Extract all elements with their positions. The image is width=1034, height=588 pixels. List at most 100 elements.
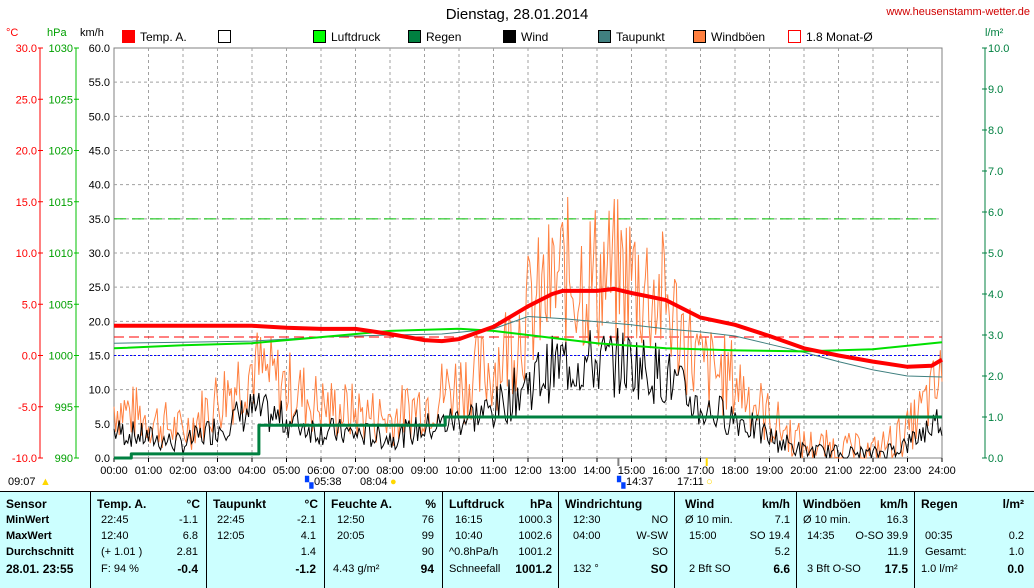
tick-label-lm2: 7.0 [988, 166, 1003, 178]
winddir-header: Windrichtung [565, 497, 643, 511]
tick-label-hour: 14:00 [583, 465, 611, 477]
tick-label-hour: 11:00 [480, 465, 507, 477]
tick-label-hour: 07:00 [342, 465, 370, 477]
tick-label-kmh: 25.0 [89, 282, 110, 294]
legend-label: Taupunkt [616, 30, 665, 44]
tick-label-lm2: 9.0 [988, 84, 1003, 96]
tick-label-kmh: 5.0 [95, 419, 110, 431]
wind-avg: 5.2 [774, 546, 790, 558]
moon-icon: ▚ [617, 477, 626, 489]
temp-min: -1.1 [179, 514, 198, 526]
tick-label-hour: 21:00 [825, 465, 853, 477]
tick-label-lm2: 4.0 [988, 289, 1003, 301]
legend-label: Wind [521, 30, 549, 44]
dew-unit: °C [304, 497, 318, 511]
tick-label-hour: 10:00 [445, 465, 473, 477]
winddir-avg: SO [652, 546, 668, 558]
press-max: 1002.6 [518, 530, 552, 542]
tick-label-hour: 20:00 [790, 465, 818, 477]
press-avg-label: ^0.8hPa/h [449, 546, 499, 558]
tick-label-hpa: 1025 [49, 94, 73, 106]
tick-label-kmh: 60.0 [89, 43, 110, 55]
tick-label-hour: 04:00 [238, 465, 266, 477]
tick-label-lm2: 5.0 [988, 248, 1003, 260]
stats-row-avg: Durchschnitt [6, 546, 74, 558]
tick-label-hpa: 990 [55, 453, 73, 465]
tick-label-hour: 06:00 [307, 465, 335, 477]
hum-min: 76 [421, 514, 434, 526]
tick-label-hour: 23:00 [894, 465, 922, 477]
legend-swatch [788, 30, 801, 43]
unit-lm2: l/m² [985, 27, 1004, 39]
stats-row-max: MaxWert [6, 530, 52, 542]
tick-label-kmh: 35.0 [89, 214, 110, 226]
tick-label-celsius: 0.0 [22, 351, 37, 363]
tick-label-hpa: 995 [55, 402, 73, 414]
tick-label-celsius: 15.0 [16, 197, 37, 209]
rain-total-label: Gesamt: [925, 546, 967, 558]
wind-max: SO 19.4 [749, 530, 790, 542]
rain-cur: 0.0 [1007, 562, 1024, 576]
legend-swatch [122, 30, 135, 43]
series-line-temp [114, 286, 944, 369]
tick-label-hour: 12:00 [514, 465, 542, 477]
press-cur: 1001.2 [515, 562, 552, 576]
winddir-min: NO [651, 514, 669, 526]
tick-label-hour: 24:00 [928, 465, 956, 477]
stats-col-temp: Temp. A. °C 22:45 -1.1 12:40 6.8 (+ 1.01 ) 2… [90, 492, 206, 588]
tick-label-kmh: 30.0 [89, 248, 110, 260]
stats-col-gusts: Windböen km/h Ø 10 min. 16.3 14:35 O-SO 39.… [796, 492, 914, 588]
wind-min: 7.1 [774, 514, 790, 526]
press-header: Luftdruck [449, 497, 505, 511]
website-label: www.heusenstamm-wetter.de [886, 6, 1030, 18]
sun-times-bar: 09:07 ▲ ▚ 05:38 08:04 ● ▚ 14:37 17:11 ○ [0, 474, 1034, 490]
legend-label: Windböen [711, 30, 766, 44]
tick-label-celsius: 10.0 [16, 248, 37, 260]
press-max-time: 10:40 [455, 530, 483, 542]
tick-label-hour: 05:00 [273, 465, 301, 477]
tick-label-lm2: 0.0 [988, 453, 1003, 465]
tick-label-hpa: 1010 [49, 248, 73, 260]
tick-label-lm2: 8.0 [988, 125, 1003, 137]
chart-title: Dienstag, 28.01.2014 [445, 6, 589, 23]
tick-label-celsius: 5.0 [22, 299, 37, 311]
tick-label-hour: 03:00 [204, 465, 232, 477]
legend-swatch [408, 30, 421, 43]
dew-min-time: 22:45 [217, 514, 245, 526]
legend-rain: Regen [408, 30, 461, 46]
unit-kmh: km/h [80, 27, 104, 39]
tick-label-celsius: 20.0 [16, 146, 37, 158]
tick-label-hour: 22:00 [859, 465, 887, 477]
rain-total: 1.0 [1008, 546, 1024, 558]
tick-label-kmh: 50.0 [89, 111, 110, 123]
tick-label-hour: 19:00 [756, 465, 784, 477]
sun-left-time: 09:07 [8, 476, 36, 488]
tick-label-hour: 15:00 [618, 465, 646, 477]
tick-label-lm2: 10.0 [988, 43, 1009, 55]
wind-min-label: Ø 10 min. [685, 514, 733, 526]
dew-avg: 1.4 [300, 546, 316, 558]
tick-label-celsius: -10.0 [12, 453, 37, 465]
tick-label-celsius: 30.0 [16, 43, 37, 55]
stats-row-min: MinWert [6, 514, 50, 526]
temp-cur: -0.4 [177, 562, 198, 576]
legend-label: Temp. A. [140, 30, 187, 44]
sunrise-time: 05:38 [314, 476, 342, 488]
tick-label-hour: 16:00 [652, 465, 680, 477]
tick-label-hpa: 1030 [49, 43, 73, 55]
tick-label-hpa: 1005 [49, 299, 73, 311]
legend-swatch [313, 30, 326, 43]
legend-gusts: Windböen [693, 30, 765, 46]
rain-header: Regen [921, 497, 958, 511]
stats-col-humidity: Feuchte A.% 12:50 76 20:05 99 90 4.43 g/m²… [324, 492, 442, 588]
legend-blank [218, 30, 236, 46]
gust-max-time: 14:35 [807, 530, 835, 542]
temp-avg-label: (+ 1.01 ) [101, 546, 143, 558]
dew-max: 4.1 [300, 530, 316, 542]
hum-cur-label: 4.43 g/m² [333, 563, 380, 575]
stats-col-pressure: Luftdruck hPa 16:15 1000.3 10:40 1002.6 ^0.… [442, 492, 558, 588]
legend-label: Luftdruck [331, 30, 381, 44]
press-avg: 1001.2 [518, 546, 552, 558]
sunrise2-time: 08:04 [360, 476, 388, 488]
weather-chart: 30.0 25.0 20.0 15.0 10.0 5.0 0.0 -5.0 -10.0 1030 1… [12, 43, 1010, 477]
